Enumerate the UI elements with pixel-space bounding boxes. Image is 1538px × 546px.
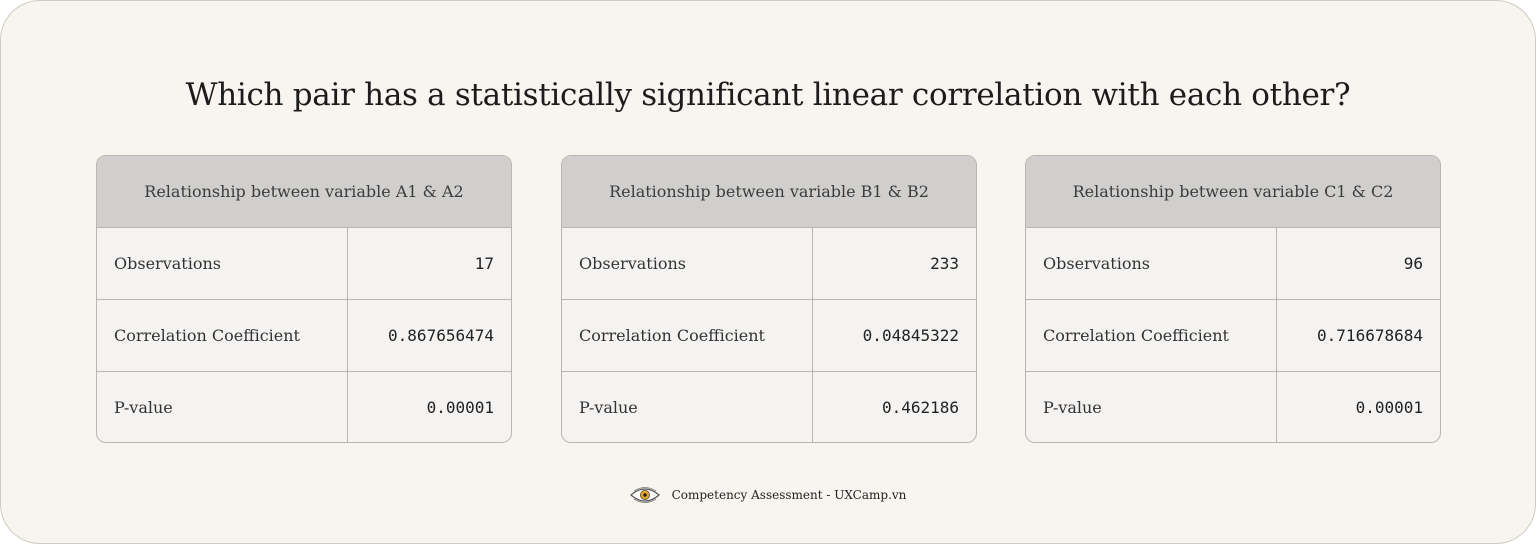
row-label-p-value: P-value <box>562 372 813 442</box>
row-label-observations: Observations <box>1026 228 1277 299</box>
table-row: Correlation Coefficient 0.716678684 <box>1026 300 1440 372</box>
table-card-c: Relationship between variable C1 & C2 Ob… <box>1025 155 1441 443</box>
row-value-correlation: 0.716678684 <box>1317 326 1423 345</box>
table-row: Observations 96 <box>1026 228 1440 300</box>
row-label-p-value: P-value <box>97 372 348 442</box>
footer-text: Competency Assessment - UXCamp.vn <box>671 488 907 502</box>
row-value-observations: 17 <box>474 254 494 273</box>
table-row: P-value 0.462186 <box>562 372 976 442</box>
table-row: P-value 0.00001 <box>1026 372 1440 442</box>
row-label-p-value: P-value <box>1026 372 1277 442</box>
row-label-correlation: Correlation Coefficient <box>97 300 348 371</box>
table-row: Observations 233 <box>562 228 976 300</box>
table-header-b: Relationship between variable B1 & B2 <box>562 156 976 228</box>
row-value-p-value: 0.00001 <box>426 398 494 417</box>
row-label-observations: Observations <box>97 228 348 299</box>
row-value-correlation: 0.04845322 <box>862 326 959 345</box>
table-row: Correlation Coefficient 0.867656474 <box>97 300 511 372</box>
footer: Competency Assessment - UXCamp.vn <box>1 485 1535 505</box>
row-value-p-value: 0.00001 <box>1355 398 1423 417</box>
row-value-correlation: 0.867656474 <box>388 326 494 345</box>
row-value-observations: 233 <box>930 254 959 273</box>
row-label-correlation: Correlation Coefficient <box>1026 300 1277 371</box>
eye-logo-icon <box>629 487 660 503</box>
table-row: Observations 17 <box>97 228 511 300</box>
table-row: Correlation Coefficient 0.04845322 <box>562 300 976 372</box>
row-label-correlation: Correlation Coefficient <box>562 300 813 371</box>
row-value-observations: 96 <box>1403 254 1423 273</box>
row-value-p-value: 0.462186 <box>881 398 959 417</box>
table-header-c: Relationship between variable C1 & C2 <box>1026 156 1440 228</box>
table-header-a: Relationship between variable A1 & A2 <box>97 156 511 228</box>
row-label-observations: Observations <box>562 228 813 299</box>
table-card-a: Relationship between variable A1 & A2 Ob… <box>96 155 512 443</box>
table-card-b: Relationship between variable B1 & B2 Ob… <box>561 155 977 443</box>
table-row: P-value 0.00001 <box>97 372 511 442</box>
question-title: Which pair has a statistically significa… <box>185 77 1351 113</box>
